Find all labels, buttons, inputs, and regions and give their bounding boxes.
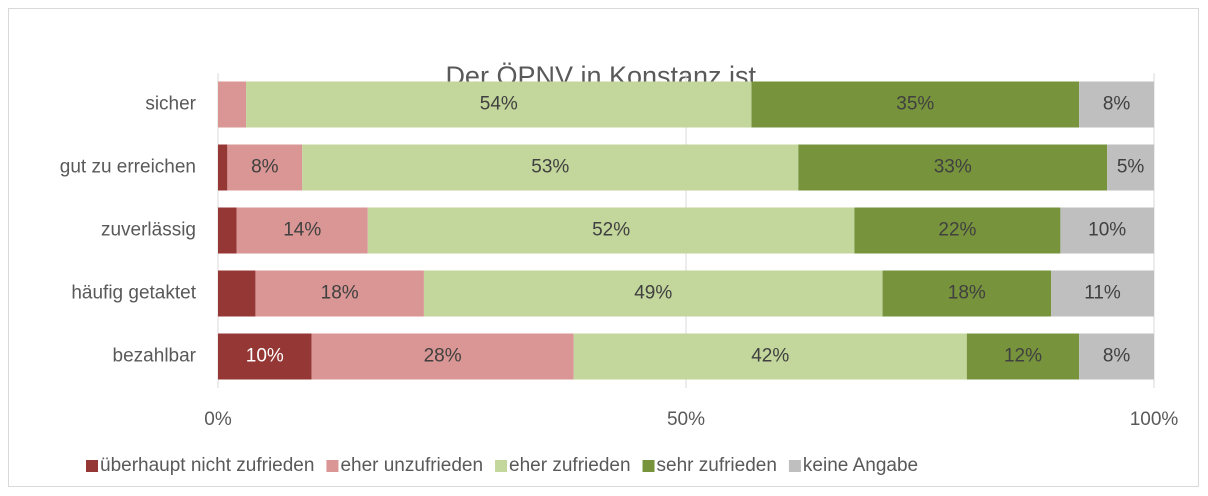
legend-label: eher zufrieden: [509, 455, 630, 476]
bar-segment: [1107, 144, 1154, 191]
data-label: 8%: [251, 157, 279, 178]
data-label: 12%: [1004, 346, 1042, 367]
bar-segment: [218, 81, 247, 128]
bar-segment: [255, 270, 424, 317]
legend-swatch: [86, 460, 98, 472]
y-tick-label: gut zu erreichen: [60, 157, 196, 178]
x-tick-label: 50%: [667, 409, 705, 430]
bar-segment: [1079, 81, 1154, 128]
bar-segment: [854, 207, 1061, 254]
x-tick-label: 100%: [1130, 409, 1179, 430]
data-label: 52%: [592, 220, 630, 241]
y-tick-label: zuverlässig: [101, 220, 196, 241]
bar-segment: [882, 270, 1052, 317]
bar-segment: [423, 270, 883, 317]
bar-segment: [246, 81, 752, 128]
bar-segment: [227, 144, 303, 191]
data-label: 14%: [283, 220, 321, 241]
legend-swatch: [642, 460, 655, 472]
data-label: 8%: [1103, 94, 1131, 115]
data-label: 35%: [896, 94, 934, 115]
bar-segment: [218, 333, 312, 380]
data-label: 28%: [424, 346, 462, 367]
data-label: 10%: [246, 346, 284, 367]
bar-segment: [218, 270, 256, 317]
bar-segment: [798, 144, 1108, 191]
bar-segment: [367, 207, 855, 254]
data-label: 8%: [1103, 346, 1131, 367]
data-label: 42%: [751, 346, 789, 367]
bar-segment: [1060, 207, 1154, 254]
x-tick-label: 0%: [204, 409, 232, 430]
legend-label: sehr zufrieden: [657, 455, 777, 476]
data-label: 5%: [1117, 157, 1145, 178]
bar-segment: [966, 333, 1080, 380]
legend-label: keine Angabe: [803, 455, 918, 476]
legend-label: überhaupt nicht zufrieden: [100, 455, 314, 476]
bar-segment: [236, 207, 368, 254]
bar-segment: [302, 144, 799, 191]
legend-swatch: [495, 460, 508, 472]
bar-segment: [573, 333, 967, 380]
data-label: 10%: [1088, 220, 1126, 241]
y-tick-label: sicher: [145, 94, 196, 115]
data-label: 18%: [321, 283, 359, 304]
data-label: 54%: [480, 94, 518, 115]
bar-segment: [1051, 270, 1154, 317]
y-tick-label: häufig getaktet: [71, 283, 196, 304]
bar-segment: [218, 144, 228, 191]
data-label: 11%: [1084, 283, 1121, 304]
data-label: 49%: [634, 283, 672, 304]
legend-label: eher unzufrieden: [340, 455, 483, 476]
bar-segment: [1079, 333, 1154, 380]
bar-segment: [751, 81, 1080, 128]
data-label: 33%: [934, 157, 972, 178]
data-label: 22%: [938, 220, 976, 241]
y-tick-label: bezahlbar: [113, 346, 197, 367]
legend-swatch: [788, 460, 801, 472]
data-label: 53%: [531, 157, 569, 178]
bar-segment: [218, 207, 237, 254]
data-label: 18%: [948, 283, 986, 304]
legend-swatch: [326, 460, 339, 472]
bar-segment: [311, 333, 574, 380]
